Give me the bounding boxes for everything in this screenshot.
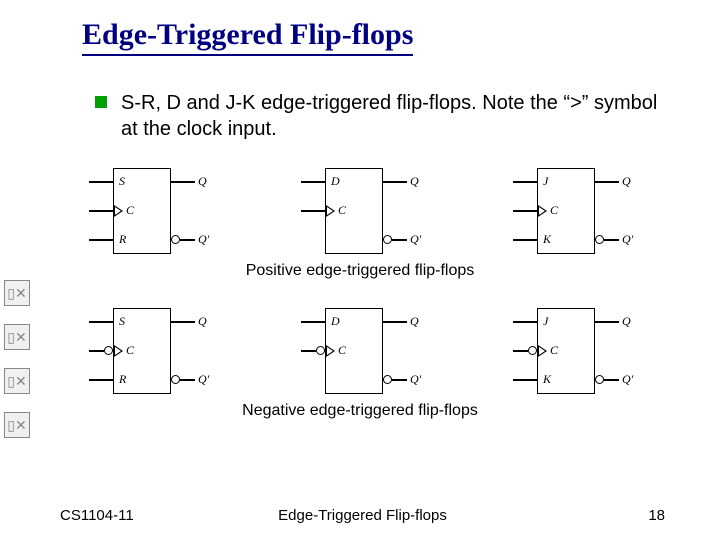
pin-label-q: Q — [198, 174, 207, 189]
clock-triangle-icon — [114, 345, 123, 357]
pin-label-clock: C — [126, 343, 134, 358]
pin-line — [180, 379, 195, 381]
pin-label-clock: C — [338, 203, 346, 218]
pin-label-q: Q — [198, 314, 207, 329]
pin-line — [392, 379, 407, 381]
pin-label-q: Q — [410, 314, 419, 329]
pin-line — [383, 181, 407, 183]
clock-triangle-icon — [538, 205, 547, 217]
pin-line — [301, 350, 316, 352]
pin-line — [89, 379, 113, 381]
pin-label-in-bot: R — [119, 232, 126, 247]
pin-line — [301, 210, 325, 212]
inverted-output-bubble-icon — [171, 235, 180, 244]
pin-label-q: Q — [622, 314, 631, 329]
footer-right: 18 — [648, 507, 665, 524]
bullet-icon — [95, 96, 107, 108]
pin-line — [604, 379, 619, 381]
pin-line — [171, 181, 195, 183]
pin-line — [595, 181, 619, 183]
pin-line — [180, 239, 195, 241]
clock-triangle-icon — [326, 345, 335, 357]
flipflop: SCR Q Q' — [83, 308, 213, 394]
caption-negative: Negative edge-triggered flip-flops — [0, 402, 720, 420]
pin-label-q: Q — [622, 174, 631, 189]
flipflop: JCK Q Q' — [507, 308, 637, 394]
diagram-area: SCRQQ'DCQQ'JCKQQ' Positive edge-triggere… — [0, 168, 720, 448]
page-title: Edge-Triggered Flip-flops — [82, 18, 413, 56]
pin-line — [595, 321, 619, 323]
pin-line — [301, 181, 325, 183]
flipflop: DC Q Q' — [295, 308, 425, 394]
pin-line — [89, 321, 113, 323]
pin-line — [513, 321, 537, 323]
footer: CS1104-11 Edge-Triggered Flip-flops 18 — [60, 507, 665, 524]
pin-label-clock: C — [338, 343, 346, 358]
pin-line — [513, 379, 537, 381]
inverted-output-bubble-icon — [383, 235, 392, 244]
pin-label-clock: C — [126, 203, 134, 218]
flipflop: JCK Q Q' — [507, 168, 637, 254]
pin-label-in-top: S — [119, 174, 125, 189]
inverted-output-bubble-icon — [171, 375, 180, 384]
pin-line — [383, 321, 407, 323]
negative-edge-bubble-icon — [316, 346, 325, 355]
pin-label-in-top: J — [543, 174, 548, 189]
pin-label-in-top: D — [331, 314, 340, 329]
pin-label-qbar: Q' — [622, 232, 633, 247]
negative-edge-bubble-icon — [104, 346, 113, 355]
pin-line — [89, 350, 104, 352]
pin-label-qbar: Q' — [198, 232, 209, 247]
bullet-row: S-R, D and J-K edge-triggered flip-flops… — [95, 90, 665, 142]
pin-line — [513, 181, 537, 183]
inverted-output-bubble-icon — [595, 375, 604, 384]
clock-triangle-icon — [326, 205, 335, 217]
pin-label-in-top: J — [543, 314, 548, 329]
pin-label-in-bot: K — [543, 232, 551, 247]
inverted-output-bubble-icon — [383, 375, 392, 384]
clock-triangle-icon — [114, 205, 123, 217]
clock-triangle-icon — [538, 345, 547, 357]
pin-line — [89, 239, 113, 241]
flipflop-row-positive: SCRQQ'DCQQ'JCKQQ' — [0, 168, 720, 254]
pin-line — [89, 210, 113, 212]
pin-label-in-top: S — [119, 314, 125, 329]
pin-line — [513, 239, 537, 241]
pin-line — [301, 321, 325, 323]
pin-label-in-top: D — [331, 174, 340, 189]
pin-label-clock: C — [550, 343, 558, 358]
caption-positive: Positive edge-triggered flip-flops — [0, 262, 720, 280]
inverted-output-bubble-icon — [595, 235, 604, 244]
flipflop-row-negative: SCRQQ'DCQQ'JCKQQ' — [0, 308, 720, 394]
pin-label-clock: C — [550, 203, 558, 218]
pin-label-q: Q — [410, 174, 419, 189]
footer-center: Edge-Triggered Flip-flops — [278, 507, 447, 524]
pin-label-in-bot: R — [119, 372, 126, 387]
pin-line — [604, 239, 619, 241]
pin-label-qbar: Q' — [410, 372, 421, 387]
pin-label-qbar: Q' — [410, 232, 421, 247]
flipflop: DC Q Q' — [295, 168, 425, 254]
pin-label-qbar: Q' — [198, 372, 209, 387]
pin-line — [392, 239, 407, 241]
flipflop: SCR Q Q' — [83, 168, 213, 254]
pin-label-in-bot: K — [543, 372, 551, 387]
pin-line — [513, 210, 537, 212]
pin-line — [171, 321, 195, 323]
bullet-text: S-R, D and J-K edge-triggered flip-flops… — [121, 90, 665, 142]
footer-left: CS1104-11 — [60, 507, 134, 524]
pin-line — [513, 350, 528, 352]
pin-line — [89, 181, 113, 183]
negative-edge-bubble-icon — [528, 346, 537, 355]
pin-label-qbar: Q' — [622, 372, 633, 387]
